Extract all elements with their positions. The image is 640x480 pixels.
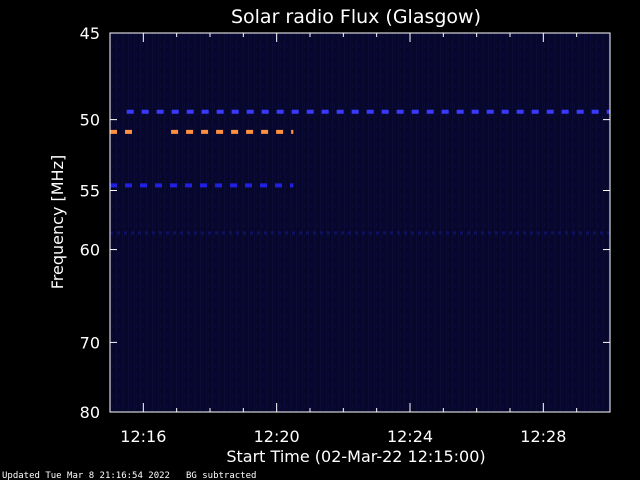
x-tick-label: 12:28: [520, 427, 566, 446]
y-axis: 45 50 55 60 70 80: [80, 24, 610, 422]
background-note: BG subtracted: [186, 471, 256, 480]
y-tick-label: 80: [80, 403, 100, 422]
y-tick-label: 55: [80, 182, 100, 201]
y-tick-label: 70: [80, 333, 100, 352]
plot-area: [109, 32, 611, 413]
y-tick-label: 45: [80, 24, 100, 43]
y-tick-label: 50: [80, 111, 100, 130]
y-tick-label: 60: [80, 241, 100, 260]
x-axis-label: Start Time (02-Mar-22 12:15:00): [226, 447, 485, 466]
x-tick-label: 12:20: [254, 427, 300, 446]
updated-timestamp: Updated Tue Mar 8 21:16:54 2022: [2, 471, 170, 480]
x-tick-label: 12:16: [120, 427, 166, 446]
x-tick-label: 12:24: [387, 427, 433, 446]
x-axis: 12:16 12:20 12:24 12:28: [120, 33, 578, 446]
emission-features: [110, 109, 610, 235]
spectrogram-background: [110, 33, 610, 412]
plot-frame: [109, 32, 611, 413]
chart-title: Solar radio Flux (Glasgow): [231, 6, 481, 28]
y-axis-label: Frequency [MHz]: [48, 155, 67, 289]
